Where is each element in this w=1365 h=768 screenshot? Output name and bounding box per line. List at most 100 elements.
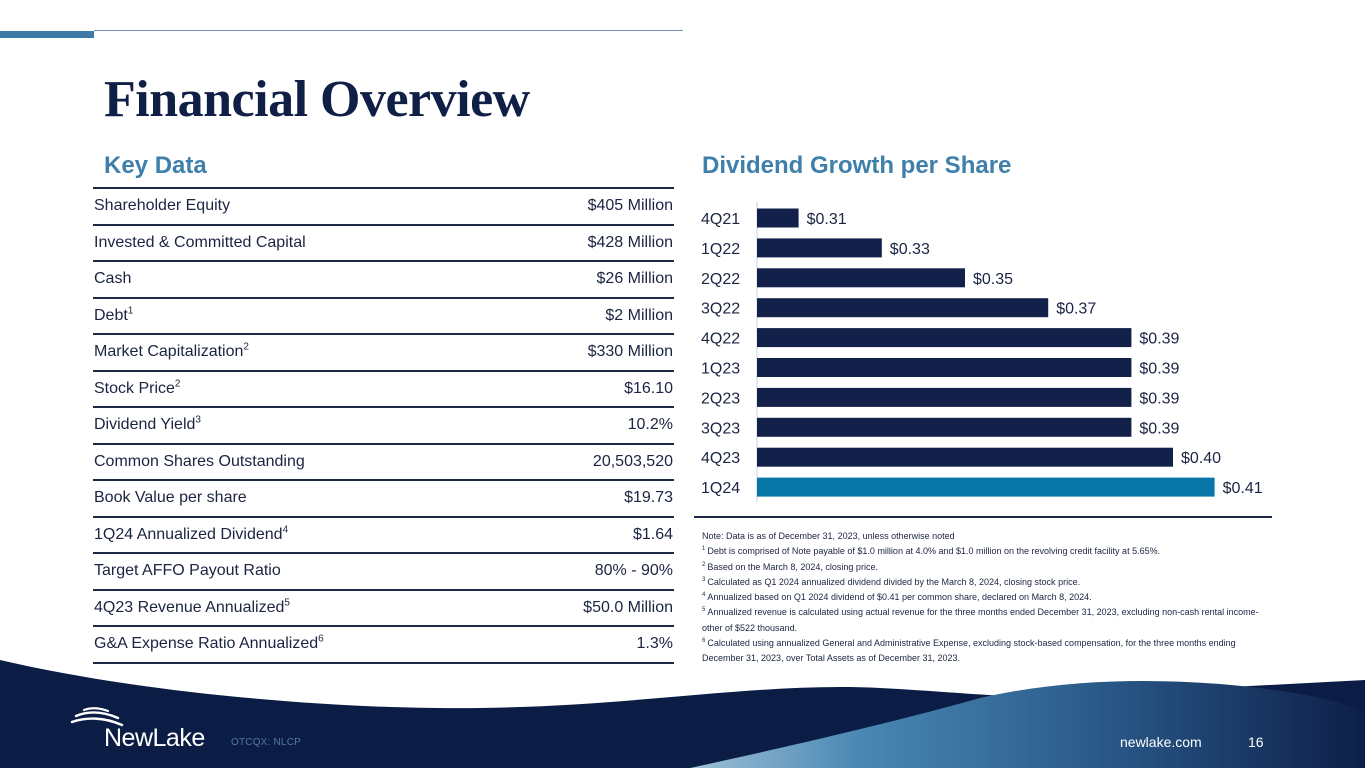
key-data-label-text: Market Capitalization xyxy=(94,343,244,361)
value-label: $0.39 xyxy=(1139,361,1179,378)
chart-title: Dividend Growth per Share xyxy=(702,152,1012,179)
website-link[interactable]: newlake.com xyxy=(1120,734,1202,750)
key-data-label-text: Shareholder Equity xyxy=(94,197,231,215)
key-data-label: Invested & Committed Capital xyxy=(94,234,306,252)
value-label: $0.39 xyxy=(1139,390,1179,407)
key-data-label-text: Cash xyxy=(94,270,132,288)
key-data-value: 80% - 90% xyxy=(594,562,673,580)
brand-name: NewLake xyxy=(104,724,205,752)
key-data-heading: Key Data xyxy=(104,152,207,179)
footnote-text: Calculated as Q1 2024 annualized dividen… xyxy=(707,576,1081,587)
key-data-value: $26 Million xyxy=(596,270,673,288)
key-data-table: Shareholder Equity $405 Million Invested &… xyxy=(93,187,674,664)
footnote-number: 2 xyxy=(702,561,706,568)
bar-1Q22 xyxy=(757,238,882,258)
category-label: 1Q22 xyxy=(701,241,740,258)
footnote-ref: 5 xyxy=(284,597,290,609)
key-data-label-text: Common Shares Outstanding xyxy=(94,452,305,470)
footnote-item: 2 Based on the March 8, 2024, closing pri… xyxy=(702,560,1272,575)
value-label: $0.39 xyxy=(1139,420,1179,437)
key-data-row: 1Q24 Annualized Dividend4 $1.64 xyxy=(93,518,674,554)
footnote-item: 5 Annualized revenue is calculated using … xyxy=(702,605,1272,636)
bar-1Q24 xyxy=(757,477,1215,497)
key-data-value: $428 Million xyxy=(587,233,673,251)
key-data-label: Target AFFO Payout Ratio xyxy=(94,562,281,580)
key-data-row: Dividend Yield3 10.2% xyxy=(93,408,674,445)
bar-1Q23 xyxy=(757,358,1132,377)
key-data-label-text: Target AFFO Payout Ratio xyxy=(94,562,281,580)
footnote-ref: 2 xyxy=(174,378,181,390)
category-label: 4Q22 xyxy=(701,331,740,348)
footnote-number: 4 xyxy=(702,592,706,599)
footnotes: Note: Data is as of December 31, 2023, u… xyxy=(702,529,1272,667)
key-data-label: Cash xyxy=(94,270,131,288)
key-data-label-text: Dividend Yield xyxy=(94,416,196,434)
category-label: 1Q24 xyxy=(701,480,740,497)
page-number: 16 xyxy=(1248,734,1264,750)
key-data-label: Book Value per share xyxy=(94,489,247,507)
key-data-row: Target AFFO Payout Ratio 80% - 90% xyxy=(93,554,674,591)
footnote-ref: 3 xyxy=(195,414,201,426)
value-label: $0.33 xyxy=(890,241,930,258)
key-data-row: 4Q23 Revenue Annualized5 $50.0 Million xyxy=(93,591,674,627)
footnote-ref: 2 xyxy=(243,341,249,353)
key-data-row: Debt1 $2 Million xyxy=(93,299,674,335)
key-data-label-text: G&A Expense Ratio Annualized xyxy=(94,635,319,653)
footer-wave-gradient xyxy=(690,680,1365,768)
key-data-label-text: Invested & Committed Capital xyxy=(94,233,306,251)
bar-3Q23 xyxy=(757,417,1132,437)
chart-divider xyxy=(694,516,1272,518)
key-data-value: $50.0 Million xyxy=(583,598,673,616)
value-label: $0.35 xyxy=(973,271,1013,288)
key-data-label-text: Debt xyxy=(94,306,128,324)
key-data-label-text: Book Value per share xyxy=(94,489,247,507)
key-data-label: Dividend Yield3 xyxy=(94,414,201,434)
bar-4Q23 xyxy=(757,447,1173,467)
bar-2Q22 xyxy=(757,268,965,288)
footnote-text: Based on the March 8, 2024, closing pric… xyxy=(707,561,878,572)
footnote-number: 3 xyxy=(702,576,706,583)
key-data-label: Shareholder Equity xyxy=(94,197,230,215)
footnote-item: 3 Calculated as Q1 2024 annualized divide… xyxy=(702,575,1272,590)
category-label: 4Q23 xyxy=(701,450,740,467)
value-label: $0.37 xyxy=(1056,301,1096,318)
key-data-row: Shareholder Equity $405 Million xyxy=(93,189,674,226)
slide-title: Financial Overview xyxy=(104,71,530,128)
bar-4Q22 xyxy=(757,328,1132,348)
category-label: 4Q21 xyxy=(701,211,740,228)
footnote-item: 1 Debt is comprised of Note payable of $1… xyxy=(702,544,1272,559)
key-data-value: 20,503,520 xyxy=(592,452,673,470)
key-data-row: Invested & Committed Capital $428 Million xyxy=(93,226,674,262)
bar-3Q22 xyxy=(757,298,1049,318)
category-label: 1Q23 xyxy=(701,361,740,378)
footnote-text: Annualized based on Q1 2024 dividend of … xyxy=(707,592,1092,603)
key-data-row: Common Shares Outstanding 20,503,520 xyxy=(93,445,674,481)
value-label: $0.39 xyxy=(1139,331,1179,348)
key-data-label: Common Shares Outstanding xyxy=(94,453,305,471)
dividend-bar-chart: 4Q21 $0.31 1Q22 $0.33 2Q22 $0.35 3Q22 $0.37 4Q22… xyxy=(701,202,1263,502)
bar-2Q23 xyxy=(757,387,1132,407)
key-data-label: 1Q24 Annualized Dividend4 xyxy=(94,524,289,544)
key-data-value: $405 Million xyxy=(587,197,673,215)
bar-4Q21 xyxy=(757,208,799,228)
key-data-row: Cash $26 Million xyxy=(93,262,674,299)
newlake-logo-icon xyxy=(70,707,124,727)
value-label: $0.41 xyxy=(1223,480,1263,497)
header-rule xyxy=(94,30,683,31)
key-data-value: $1.64 xyxy=(632,525,673,543)
header-accent-bar xyxy=(0,31,94,38)
key-data-label: Stock Price2 xyxy=(94,378,181,398)
footnote-ref: 6 xyxy=(318,633,324,645)
key-data-value: $330 Million xyxy=(587,343,673,361)
key-data-label: Debt1 xyxy=(94,306,133,325)
footnote-ref: 4 xyxy=(282,524,289,536)
category-label: 2Q22 xyxy=(701,271,740,288)
key-data-label: G&A Expense Ratio Annualized6 xyxy=(94,633,324,653)
category-label: 3Q23 xyxy=(701,420,740,437)
footnote-number: 5 xyxy=(702,607,706,614)
key-data-value: $19.73 xyxy=(624,489,673,507)
footnote-text: Debt is comprised of Note payable of $1.… xyxy=(707,546,1161,557)
footnote-number: 6 xyxy=(702,638,706,645)
footnote-intro: Note: Data is as of December 31, 2023, u… xyxy=(702,531,955,541)
key-data-label-text: 4Q23 Revenue Annualized xyxy=(94,598,285,616)
